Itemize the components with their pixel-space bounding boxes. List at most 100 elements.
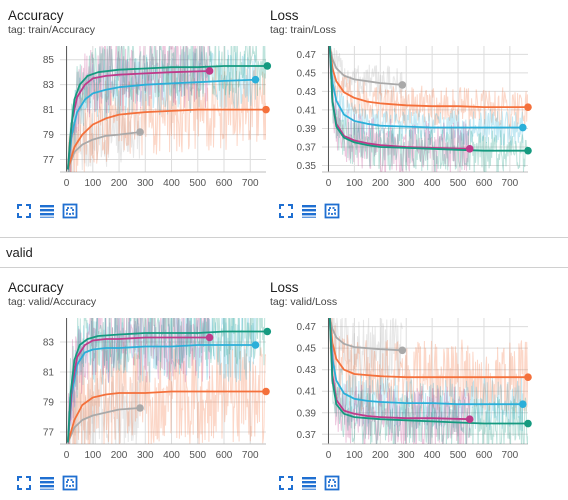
series-endpoint[interactable] (136, 128, 144, 136)
series-endpoint[interactable] (205, 67, 214, 75)
series-line (67, 131, 141, 170)
y-tick-label: 79 (43, 130, 55, 141)
x-tick-label: 200 (372, 178, 389, 189)
y-tick-label: 0.47 (297, 322, 317, 333)
fit-screen-icon[interactable] (16, 203, 32, 219)
y-tick-label: 0.39 (297, 408, 317, 419)
section-divider (0, 267, 568, 268)
fit-screen-icon[interactable] (278, 475, 294, 491)
x-tick-label: 0 (64, 450, 70, 461)
data-table-icon[interactable] (39, 475, 55, 491)
series-endpoint[interactable] (398, 81, 407, 89)
raw-series-line (329, 53, 524, 147)
chart-tag: tag: train/Loss (270, 24, 336, 36)
series-line (67, 78, 256, 170)
x-tick-label: 400 (424, 450, 441, 461)
series-line (67, 108, 266, 170)
chart-plot: 0.35 0.37 0.39 0.41 0.43 0.45 0.47 0 100 200 300 40… (297, 46, 532, 189)
series-line (328, 46, 403, 86)
x-tick-label: 500 (189, 178, 206, 189)
y-tick-label: 81 (43, 368, 55, 379)
raw-series-line (329, 46, 528, 172)
chart-tag: tag: train/Accuracy (8, 24, 95, 36)
grid (322, 318, 528, 444)
series-line (67, 344, 256, 443)
data-table-icon[interactable] (301, 475, 317, 491)
series-endpoint[interactable] (205, 333, 214, 342)
fit-screen-icon[interactable] (278, 203, 294, 219)
section-divider (0, 237, 568, 238)
x-tick-label: 600 (476, 178, 493, 189)
x-tick-label: 200 (372, 450, 389, 461)
y-tick-label: 0.41 (297, 105, 317, 116)
series-line (67, 330, 266, 443)
x-tick-label: 600 (216, 178, 233, 189)
series-line (67, 407, 141, 443)
series-endpoint[interactable] (524, 146, 532, 155)
chart-title: Loss (270, 8, 299, 23)
series-line (328, 46, 528, 152)
y-tick-label: 0.45 (297, 344, 317, 355)
y-tick-label: 83 (43, 338, 55, 349)
x-tick-label: 700 (242, 178, 259, 189)
series-endpoint[interactable] (263, 327, 272, 336)
series-line (67, 70, 210, 170)
x-tick-label: 700 (502, 450, 519, 461)
series-endpoint[interactable] (465, 145, 474, 153)
chart-title: Accuracy (8, 280, 64, 295)
zoom-box-icon[interactable] (62, 203, 78, 219)
raw-series-line (329, 56, 471, 172)
series-endpoint[interactable] (524, 419, 532, 428)
raw-series-line (67, 318, 211, 444)
data-table-icon[interactable] (301, 203, 317, 219)
chart-plot: 77 79 81 83 85 0 100 200 300 400 500 600 700 (43, 46, 272, 189)
raw-series-line (67, 66, 266, 172)
series-line (67, 390, 266, 443)
y-tick-label: 79 (43, 398, 55, 409)
section-label: valid (6, 245, 33, 260)
y-tick-label: 77 (43, 428, 55, 439)
series-line (328, 318, 403, 352)
x-tick-label: 300 (137, 178, 154, 189)
x-tick-label: 400 (163, 450, 180, 461)
raw-series-line (68, 46, 211, 172)
raw-series-line (329, 46, 403, 102)
zoom-box-icon[interactable] (324, 203, 340, 219)
x-tick-label: 300 (398, 450, 415, 461)
raw-series-line (67, 318, 266, 444)
y-tick-label: 0.39 (297, 124, 317, 135)
series-endpoint[interactable] (519, 123, 527, 132)
series-endpoint[interactable] (263, 62, 272, 70)
series-endpoint[interactable] (524, 103, 532, 111)
series-endpoint[interactable] (519, 400, 527, 408)
series-line (328, 318, 528, 379)
x-tick-label: 400 (163, 178, 180, 189)
chart-tag: tag: valid/Accuracy (8, 296, 97, 308)
series-endpoint[interactable] (251, 75, 260, 84)
y-tick-label: 0.45 (297, 68, 317, 79)
x-tick-label: 100 (346, 450, 363, 461)
x-tick-label: 100 (346, 178, 363, 189)
y-tick-label: 0.37 (297, 142, 317, 153)
y-tick-label: 83 (43, 80, 55, 91)
x-tick-label: 600 (216, 450, 233, 461)
series-endpoint[interactable] (398, 346, 407, 355)
x-tick-label: 0 (64, 178, 70, 189)
zoom-box-icon[interactable] (62, 475, 78, 491)
series-endpoint[interactable] (465, 415, 474, 424)
y-tick-label: 77 (43, 155, 55, 166)
series-endpoint[interactable] (262, 387, 270, 396)
y-tick-label: 85 (43, 55, 55, 66)
raw-series-line (329, 318, 471, 444)
fit-screen-icon[interactable] (16, 475, 32, 491)
series-endpoint[interactable] (136, 404, 144, 412)
series-line (328, 46, 523, 129)
series-endpoint[interactable] (262, 105, 270, 114)
x-tick-label: 0 (326, 178, 332, 189)
series-endpoint[interactable] (524, 373, 532, 382)
data-table-icon[interactable] (39, 203, 55, 219)
y-tick-label: 0.43 (297, 87, 317, 98)
zoom-box-icon[interactable] (324, 475, 340, 491)
series-endpoint[interactable] (251, 341, 260, 349)
raw-series-line (67, 370, 141, 444)
